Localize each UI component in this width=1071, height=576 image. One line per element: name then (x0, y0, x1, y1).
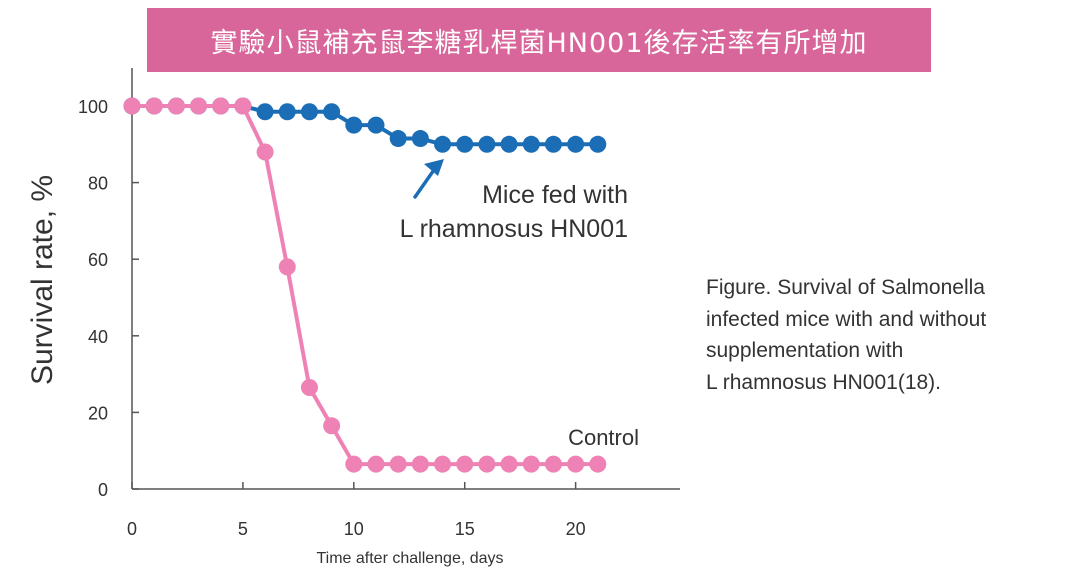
data-point (456, 135, 474, 153)
series-annotation: Control (568, 425, 639, 450)
x-tick-label: 15 (455, 519, 475, 539)
data-point (323, 103, 341, 121)
chart-title: 實驗小鼠補充鼠李糖乳桿菌HN001後存活率有所增加 (210, 27, 868, 59)
data-point (256, 103, 274, 121)
data-point (389, 130, 407, 148)
series-line (132, 104, 598, 467)
y-tick-label: 20 (88, 403, 108, 423)
caption-line: supplementation with (706, 339, 904, 362)
x-tick-label: 10 (344, 519, 364, 539)
data-point (323, 417, 341, 435)
annotation-arrowhead (424, 159, 444, 176)
data-point (367, 116, 385, 134)
data-point (589, 135, 607, 153)
data-point (544, 455, 562, 473)
data-point (589, 455, 607, 473)
series-annotation: L rhamnosus HN001 (400, 215, 628, 243)
data-point (212, 97, 230, 115)
data-point (500, 455, 518, 473)
data-point (367, 455, 385, 473)
data-point (190, 97, 208, 115)
y-tick-label: 80 (88, 174, 108, 194)
figure-caption: Figure. Survival of Salmonella infected … (706, 272, 1056, 398)
y-tick-label: 40 (88, 327, 108, 347)
data-point (434, 135, 452, 153)
data-point (123, 97, 141, 115)
data-point (411, 455, 429, 473)
data-point (434, 455, 452, 473)
data-point (167, 97, 185, 115)
data-point (345, 455, 363, 473)
data-point (300, 103, 318, 121)
data-point (478, 455, 496, 473)
data-point (456, 455, 474, 473)
data-point (478, 135, 496, 153)
data-point (567, 455, 585, 473)
data-point (544, 135, 562, 153)
y-tick-label: 0 (98, 480, 108, 500)
x-tick-label: 5 (238, 519, 248, 539)
data-point (256, 143, 274, 161)
data-point (522, 455, 540, 473)
y-axis-label: Survival rate, % (26, 175, 59, 385)
y-tick-label: 60 (88, 250, 108, 270)
data-point (345, 116, 363, 134)
data-point (234, 97, 252, 115)
data-point (567, 135, 585, 153)
x-axis-label: Time after challenge, days (316, 550, 503, 567)
data-point (389, 455, 407, 473)
caption-line: L rhamnosus HN001(18). (706, 370, 941, 394)
y-tick-label: 100 (78, 97, 108, 117)
data-point (278, 103, 296, 121)
data-point (300, 379, 318, 397)
caption-line: infected mice with and without (706, 307, 987, 331)
data-point (278, 258, 296, 276)
annotation-arrow (413, 165, 438, 199)
data-point (411, 130, 429, 148)
data-point (500, 135, 518, 153)
title-banner: 實驗小鼠補充鼠李糖乳桿菌HN001後存活率有所增加 (147, 8, 931, 72)
x-tick-label: 0 (127, 519, 137, 539)
data-point (522, 135, 540, 153)
x-tick-label: 20 (566, 519, 586, 539)
series-annotation: Mice fed with (482, 181, 628, 209)
survival-chart: 0 20 40 60 80 100 0 5 10 15 20 Time after challenge… (26, 68, 680, 567)
data-point (145, 97, 163, 115)
caption-line: Figure. Survival of Salmonella (706, 276, 985, 299)
